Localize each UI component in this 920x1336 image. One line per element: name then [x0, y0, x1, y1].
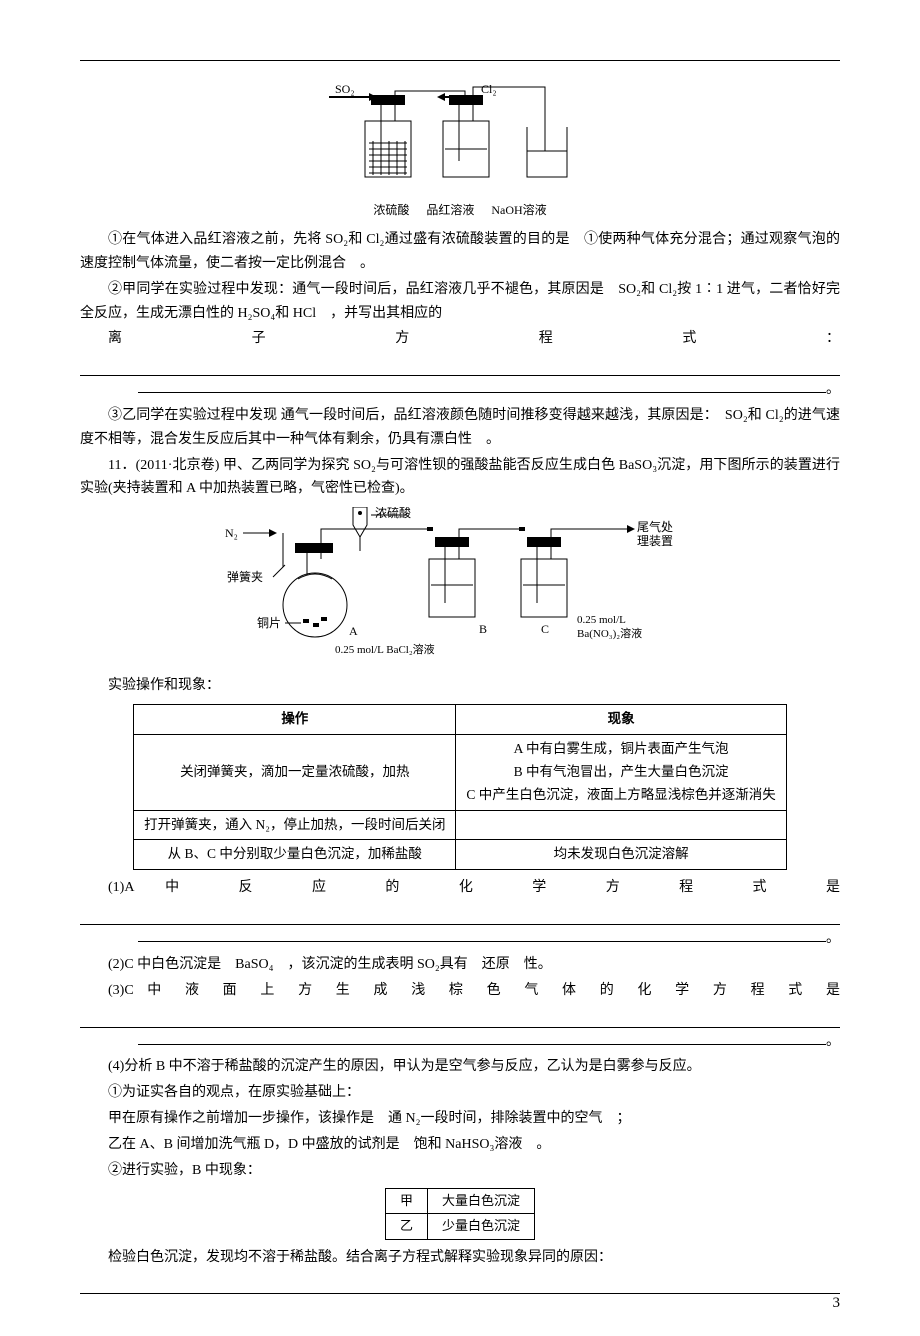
- page-number: 3: [833, 1291, 841, 1317]
- blank-tail-q1: 。: [80, 927, 840, 951]
- blank-line-1: [80, 353, 840, 376]
- para-2: ②甲同学在实验过程中发现：通气一段时间后，品红溶液几乎不褪色，其原因是 SO₂和…: [80, 278, 840, 326]
- figure-1-sublabels: 浓硫酸 品红溶液 NaOH溶液: [80, 200, 840, 220]
- sr2c1: 乙: [385, 1214, 427, 1239]
- para-3: ③乙同学在实验过程中发现 通气一段时间后，品红溶液颜色随时间推移变得越来越浅，其…: [80, 404, 840, 452]
- svg-text:铜片: 铜片: [257, 615, 281, 630]
- q1: (1)A 中 反 应 的 化 学 方 程 式 是: [80, 876, 840, 900]
- q4a: ①为证实各自的观点，在原实验基础上：: [80, 1081, 840, 1105]
- top-rule: [80, 60, 840, 61]
- q4a2: 乙在 A、B 间增加洗气瓶 D，D 中盛放的试剂是 饱和 NaHSO₃溶液 。: [80, 1133, 840, 1157]
- r2c1: 打开弹簧夹，通入 N₂，停止加热，一段时间后关闭: [134, 810, 456, 840]
- table-results: 甲 大量白色沉淀 乙 少量白色沉淀: [385, 1188, 535, 1239]
- sr1c1: 甲: [385, 1189, 427, 1214]
- svg-text:Ba(NO₃)₂溶液: Ba(NO₃)₂溶液: [577, 626, 642, 640]
- q4: (4)分析 B 中不溶于稀盐酸的沉淀产生的原因，甲认为是空气参与反应，乙认为是白…: [80, 1055, 840, 1079]
- svg-text:弹簧夹: 弹簧夹: [227, 569, 263, 584]
- svg-text:理装置: 理装置: [637, 534, 673, 548]
- q4b: ②进行实验，B 中现象：: [80, 1159, 840, 1183]
- blank-line-q4c: [80, 1271, 840, 1294]
- svg-text:0.25 mol/L BaCl₂溶液: 0.25 mol/L BaCl₂溶液: [335, 642, 435, 656]
- q2: (2)C 中白色沉淀是 BaSO₄ ，该沉淀的生成表明 SO₂具有 还原 性。: [80, 953, 840, 977]
- para-2-spread: 离子方程式：: [80, 327, 840, 351]
- para-1: ①在气体进入品红溶液之前，先将 SO₂和 Cl₂通过盛有浓硫酸装置的目的是 ①使…: [80, 228, 840, 276]
- r1c2: A 中有白雾生成，铜片表面产生气泡 B 中有气泡冒出，产生大量白色沉淀 C 中产…: [456, 734, 786, 810]
- th-op: 操作: [134, 704, 456, 734]
- blank-line-q3a: [80, 1005, 840, 1028]
- para-5: 实验操作和现象：: [80, 674, 840, 698]
- blank-line-q1a: [80, 902, 840, 925]
- q4c: 检验白色沉淀，发现均不溶于稀盐酸。结合离子方程式解释实验现象异同的原因：: [80, 1246, 840, 1270]
- label-so2: SO₂: [335, 82, 355, 96]
- svg-text:N₂: N₂: [225, 526, 238, 540]
- sr2c2: 少量白色沉淀: [428, 1214, 535, 1239]
- svg-text:B: B: [479, 622, 487, 636]
- r1c1: 关闭弹簧夹，滴加一定量浓硫酸，加热: [134, 734, 456, 810]
- table-operations: 操作 现象 关闭弹簧夹，滴加一定量浓硫酸，加热 A 中有白雾生成，铜片表面产生气…: [133, 704, 787, 871]
- para-4: 11．(2011·北京卷) 甲、乙两同学为探究 SO₂与可溶性钡的强酸盐能否反应…: [80, 454, 840, 502]
- svg-text:A: A: [349, 624, 358, 638]
- blank-tail-q3: 。: [80, 1030, 840, 1054]
- svg-text:C: C: [541, 622, 549, 636]
- svg-text:0.25 mol/L: 0.25 mol/L: [577, 614, 626, 626]
- r3c2: 均未发现白色沉淀溶解: [456, 840, 786, 870]
- th-phenom: 现象: [456, 704, 786, 734]
- blank-tail-1: 。: [80, 378, 840, 402]
- r3c1: 从 B、C 中分别取少量白色沉淀，加稀盐酸: [134, 840, 456, 870]
- figure-2: N₂ 弹簧夹 铜片 A: [80, 507, 840, 666]
- sr1c2: 大量白色沉淀: [428, 1189, 535, 1214]
- svg-text:浓硫酸: 浓硫酸: [375, 507, 411, 520]
- label-cl2: Cl₂: [481, 82, 497, 96]
- svg-text:尾气处: 尾气处: [637, 519, 673, 534]
- q4a1: 甲在原有操作之前增加一步操作，该操作是 通 N₂一段时间，排除装置中的空气 ；: [80, 1107, 840, 1131]
- q3: (3)C 中 液 面 上 方 生 成 浅 棕 色 气 体 的 化 学 方 程 式…: [80, 979, 840, 1003]
- figure-1: SO₂ Cl₂: [80, 81, 840, 220]
- r2c2: [456, 810, 786, 840]
